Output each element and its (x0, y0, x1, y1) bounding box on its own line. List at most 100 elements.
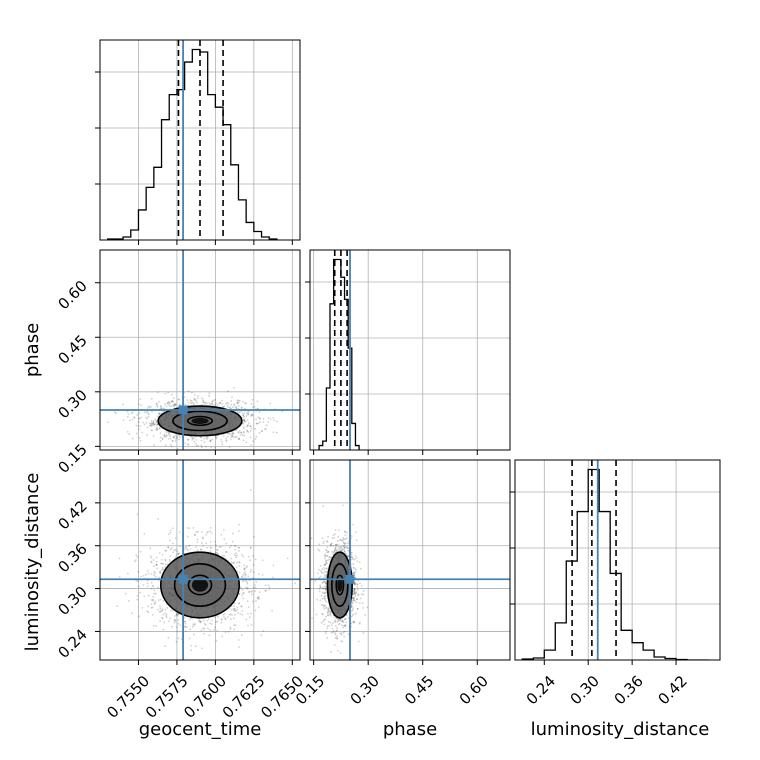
p10-sample-point (187, 401, 190, 404)
p21-sample-point (344, 542, 347, 545)
p21-sample-point (334, 624, 337, 627)
p20-sample-point (169, 548, 172, 551)
p21-sample-point (353, 592, 356, 594)
p21-sample-point (325, 574, 327, 576)
p20-sample-point (150, 603, 153, 606)
p20-sample-point (237, 530, 240, 533)
p10-sample-point (145, 411, 148, 414)
p10-sample-point (211, 402, 214, 405)
p10-sample-point (154, 428, 157, 431)
p20-sample-point (146, 585, 149, 588)
p20-sample-point (215, 548, 218, 551)
p10-sample-point (254, 428, 257, 430)
p20-sample-point (229, 626, 232, 629)
p21-sample-point (322, 542, 325, 545)
p20-sample-point (209, 622, 211, 625)
p20-sample-point (174, 620, 177, 623)
p22-histogram-step (521, 468, 710, 660)
p20-sample-point (264, 589, 267, 592)
p21-sample-point (335, 543, 337, 546)
p21-sample-point (343, 530, 346, 533)
p21-sample-point (343, 545, 345, 548)
p10-sample-point (267, 421, 270, 423)
p21-sample-point (328, 556, 330, 559)
p21-sample-point (325, 562, 328, 565)
p10-sample-point (222, 406, 225, 409)
p10-sample-point (196, 397, 199, 400)
p10-sample-point (242, 439, 245, 442)
p21-sample-point (326, 555, 329, 557)
p10-sample-point (264, 428, 266, 431)
p10-sample-point (152, 420, 155, 423)
p21-sample-point (332, 551, 335, 554)
p20-sample-point (170, 547, 173, 550)
p21-sample-point (323, 580, 326, 583)
p10-sample-point (154, 418, 157, 421)
p20-sample-point (209, 550, 212, 553)
p20-sample-point (240, 576, 243, 579)
p20-sample-point (207, 530, 209, 533)
p10-sample-point (137, 417, 140, 420)
p10-sample-point (191, 436, 193, 439)
p20-sample-point (164, 566, 167, 568)
p20-sample-point (159, 598, 162, 601)
p20-sample-point (247, 612, 249, 615)
p21-sample-point (351, 609, 354, 611)
p20-sample-point (169, 531, 172, 534)
p10-sample-point (205, 402, 208, 405)
p20-sample-point (242, 597, 245, 600)
p10-sample-point (200, 444, 203, 447)
p10-sample-point (258, 418, 261, 420)
p10-sample-point (178, 434, 181, 437)
p10-sample-point (242, 414, 245, 417)
p21-sample-point (315, 613, 318, 616)
p21-sample-point (353, 583, 356, 586)
p20-sample-point (215, 620, 218, 623)
p21-sample-point (355, 568, 357, 571)
p20-sample-point (153, 602, 156, 605)
p21-sample-point (323, 576, 325, 579)
p10-sample-point (240, 431, 243, 434)
p20-sample-point (146, 579, 149, 582)
p20-frame (99, 459, 301, 661)
p21-sample-point (352, 557, 354, 560)
p20-sample-point (254, 590, 257, 593)
p20-sample-point (241, 588, 244, 591)
p10-sample-point (237, 404, 240, 407)
p21-sample-point (336, 627, 338, 629)
p21-sample-point (329, 610, 332, 612)
p20-sample-point (211, 619, 213, 622)
p10-sample-point (151, 423, 154, 426)
p20-sample-point (247, 555, 250, 558)
y-axis-label-phase: phase (22, 323, 43, 377)
p10-sample-point (187, 438, 190, 441)
p10-sample-point (141, 431, 144, 434)
p20-sample-point (207, 627, 209, 630)
p20-sample-point (203, 628, 206, 631)
p20-sample-point (216, 552, 219, 554)
p21-sample-point (317, 548, 320, 551)
p10-sample-point (208, 394, 210, 397)
p10-sample-point (128, 433, 131, 435)
p21-sample-point (340, 624, 343, 627)
p21-sample-point (321, 537, 324, 540)
p21-sample-point (340, 632, 343, 634)
p20-sample-point (246, 581, 248, 583)
p20-sample-point (209, 546, 212, 549)
p22-xtick-label-3: 0.42 (654, 672, 690, 708)
p21-sample-point (344, 538, 347, 541)
p20-sample-point (135, 554, 138, 557)
p21-sample-point (325, 559, 327, 562)
p20-sample-point (176, 614, 179, 617)
p21-sample-point (323, 563, 326, 566)
p20-sample-point (253, 535, 255, 538)
p10-sample-point (246, 430, 249, 432)
p20-sample-point (155, 625, 157, 627)
p20-sample-point (231, 614, 233, 616)
p21-sample-point (358, 621, 361, 624)
p10-sample-point (210, 446, 213, 449)
p21-sample-point (332, 544, 335, 547)
p21-sample-point (334, 544, 337, 547)
p20-sample-point (186, 527, 189, 529)
